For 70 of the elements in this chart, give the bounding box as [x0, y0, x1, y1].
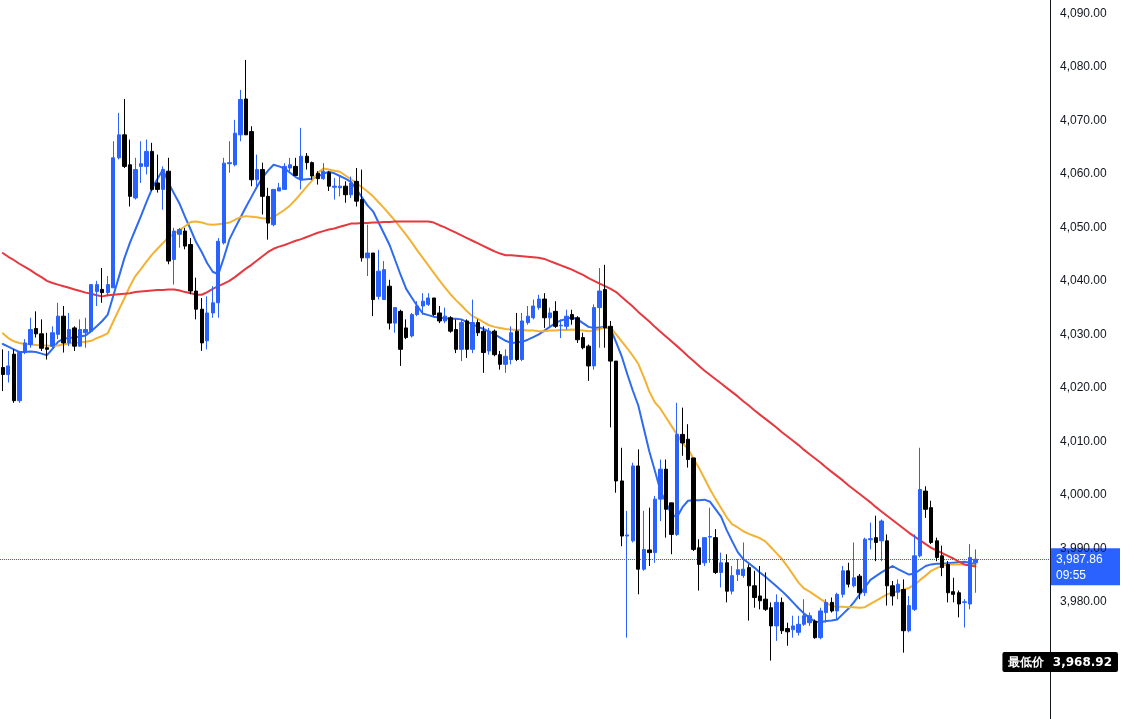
candlestick: [100, 267, 104, 304]
candlestick: [393, 307, 397, 334]
candlestick: [321, 162, 325, 181]
candlestick: [443, 307, 447, 324]
candlestick: [874, 515, 878, 562]
candlestick: [725, 553, 729, 603]
candlestick: [901, 578, 906, 654]
y-tick-label: 4,070.00: [1060, 112, 1108, 127]
y-tick-label: 4,050.00: [1060, 219, 1108, 234]
candlestick: [255, 154, 259, 187]
y-tick-label: 4,010.00: [1060, 433, 1108, 448]
candlestick: [636, 448, 640, 595]
y-tick-label: 4,060.00: [1060, 166, 1108, 181]
candlestick: [957, 590, 961, 618]
candlestick: [293, 157, 298, 177]
candlestick: [841, 565, 845, 599]
candlestick: [371, 252, 375, 317]
candlestick: [205, 295, 209, 350]
candlestick: [813, 619, 817, 640]
candlestick: [67, 312, 71, 347]
candlestick: [730, 565, 734, 595]
candlestick: [95, 280, 99, 307]
candlestick: [553, 300, 558, 329]
y-tick-label: 4,040.00: [1060, 273, 1108, 288]
candlestick: [835, 592, 839, 620]
candlestick: [200, 297, 204, 352]
candlestick: [365, 224, 370, 277]
candlestick: [117, 112, 121, 160]
y-tick-label: 4,000.00: [1060, 487, 1108, 502]
candlestick: [537, 294, 541, 311]
candlestick: [61, 305, 66, 354]
candlestick: [774, 593, 779, 642]
candlestick: [520, 312, 524, 362]
candlestick: [515, 312, 519, 362]
candlestick: [161, 165, 165, 211]
candlestick: [327, 170, 331, 192]
candlestick: [349, 176, 353, 199]
y-tick-label: 4,080.00: [1060, 59, 1108, 74]
candlestick: [675, 402, 679, 537]
candlestick: [72, 325, 77, 352]
candlestick: [12, 348, 16, 404]
candlestick: [713, 528, 718, 575]
candlestick: [487, 327, 491, 356]
y-tick-label: 3,980.00: [1060, 594, 1108, 609]
candlestick: [830, 597, 834, 614]
y-tick-label: 4,020.00: [1060, 380, 1108, 395]
candlestick: [166, 157, 171, 265]
candlestick: [548, 307, 552, 327]
text: 最低价 3,968.92: [1007, 655, 1113, 669]
candlestick: [465, 318, 469, 359]
ref-line-label: 3,987.86 09:55: [1056, 552, 1104, 583]
y-tick-label: 4,030.00: [1060, 326, 1108, 341]
candlestick: [316, 170, 320, 186]
candlestick: [846, 562, 850, 588]
line-series: [1, 220, 977, 568]
candlestick: [6, 350, 10, 383]
candlestick: [343, 180, 348, 204]
candlestick: [896, 578, 900, 600]
candlestick: [857, 573, 862, 600]
candlestick: [459, 318, 464, 362]
candlestick: [620, 447, 624, 547]
candlestick: [631, 462, 635, 543]
y-tick-label: 4,090.00: [1060, 5, 1108, 20]
candlestick: [133, 157, 138, 201]
candlestick: [647, 507, 652, 567]
candlestick: [542, 292, 547, 329]
candlestick: [470, 299, 475, 354]
candlestick: [1, 348, 5, 392]
candlestick: [299, 127, 303, 190]
candlestick: [387, 279, 392, 331]
